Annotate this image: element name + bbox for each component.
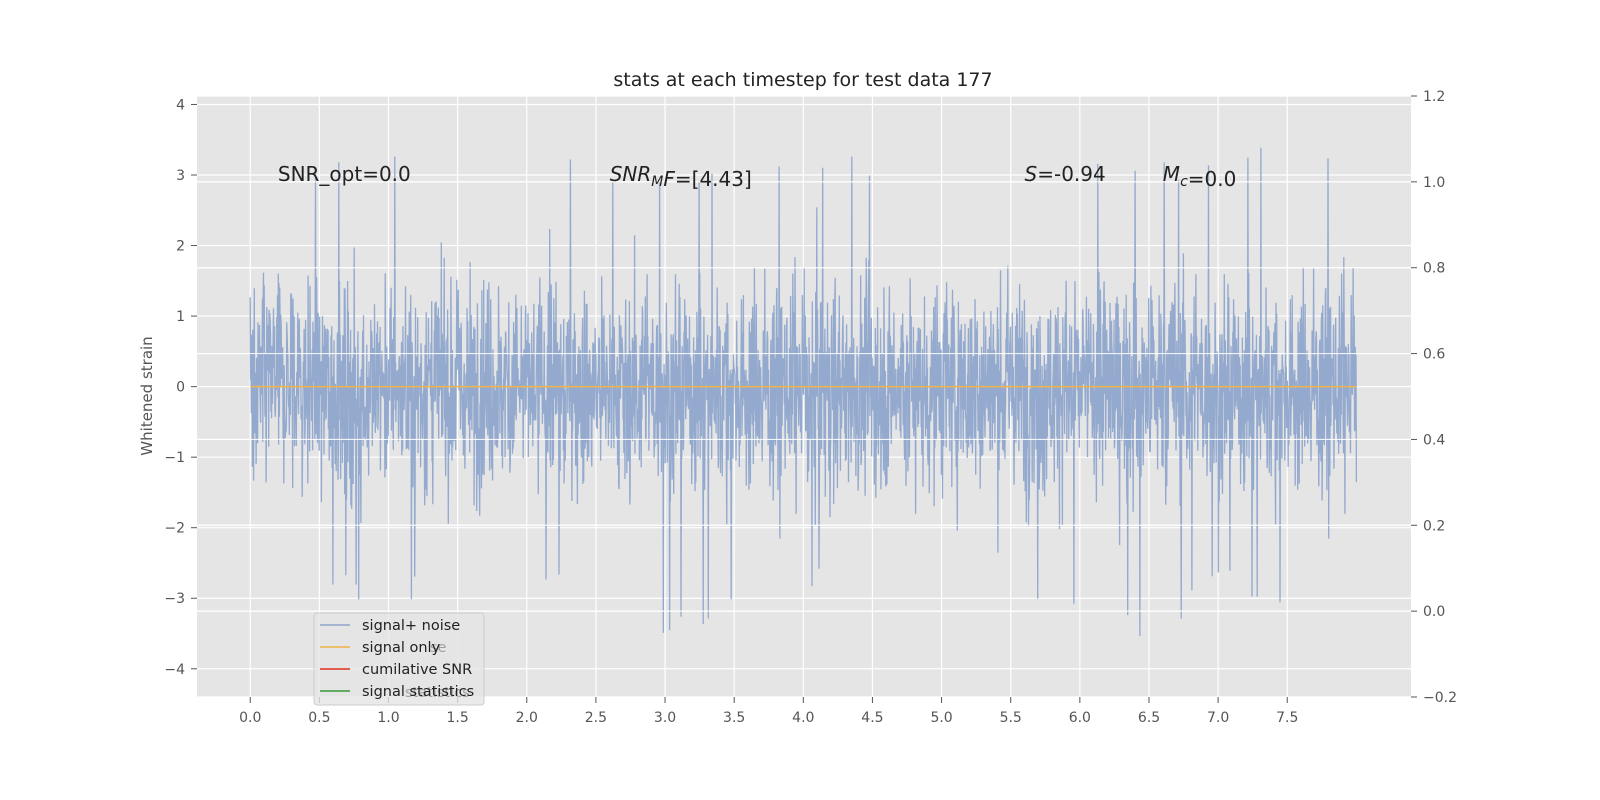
x-tick-label: 5.0 [930,710,952,726]
x-tick-label: 3.0 [654,710,676,726]
x-tick-label: 4.0 [792,710,814,726]
x-tick-label: 6.5 [1138,710,1160,726]
y2-tick-label: 0.2 [1423,518,1445,534]
legend-box [313,612,485,706]
y-tick-label: 1 [176,309,185,325]
series-signal-plus-noise [249,147,1358,637]
y-tick-label: 0 [176,380,185,396]
y-tick-label: −3 [164,591,185,607]
x-tick-label: 3.5 [723,710,745,726]
y2-tick-label: −0.2 [1423,690,1457,706]
y2-tick-label: 1.2 [1423,89,1445,105]
y2-axis: 1.2 1.0 0.8 0.6 0.4 0.2 0.0 −0.2 [1411,89,1457,706]
x-tick-label: 1.5 [447,710,469,726]
y-axis: 4 3 2 1 0 −1 −2 −3 −4 [164,97,197,678]
legend-ghost-label: statistics [405,685,470,701]
legend: se statistics signal+ noise signal only cumi… [313,612,485,706]
y-tick-label: −2 [164,521,185,537]
chart-title: stats at each timestep for test data 177 [613,69,992,91]
y-tick-label: −1 [164,450,185,466]
y2-grid-overlay [197,181,1411,612]
x-tick-label: 2.5 [585,710,607,726]
x-tick-label: 0.0 [239,710,261,726]
stat-annotation: SNR_opt=0.0 [278,162,411,186]
stat-annotation: SNRMF=[4.43] [610,162,752,191]
y2-tick-label: 0.6 [1423,347,1445,363]
y2-tick-label: 1.0 [1423,175,1445,191]
x-tick-label: 6.0 [1069,710,1091,726]
x-tick-label: 2.0 [516,710,538,726]
y-tick-label: 4 [176,97,185,113]
stat-annotation: S=-0.94 [1025,162,1106,186]
x-tick-label: 5.5 [1000,710,1022,726]
x-tick-label: 7.0 [1207,710,1229,726]
y-tick-label: 3 [176,168,185,184]
annotations: SNR_opt=0.0 SNRMF=[4.43] S=-0.94 Mc=0.0 [278,162,1236,191]
legend-label: signal+ noise [362,618,460,634]
y2-tick-label: 0.4 [1423,432,1445,448]
y2-tick-label: 0.0 [1423,604,1445,620]
y2-tick-label: 0.8 [1423,261,1445,277]
y-tick-label: −4 [164,662,185,678]
signal-plus-noise-line [249,147,1358,637]
legend-label: signal only [362,640,441,656]
legend-ghost-label: se [430,640,447,656]
legend-label: signal statistics [362,684,474,700]
x-tick-label: 1.0 [377,710,399,726]
x-axis: 0.0 0.5 1.0 1.5 2.0 2.5 3.0 3.5 4.0 4.5 5.0 5.5 6.0 6… [239,697,1298,726]
x-tick-label: 7.5 [1276,710,1298,726]
legend-label: cumilative SNR [362,662,472,678]
x-tick-label: 0.5 [308,710,330,726]
x-tick-label: 4.5 [861,710,883,726]
y-axis-label: Whitened strain [138,336,156,455]
stat-annotation: Mc=0.0 [1163,162,1237,191]
y-tick-label: 2 [176,239,185,255]
